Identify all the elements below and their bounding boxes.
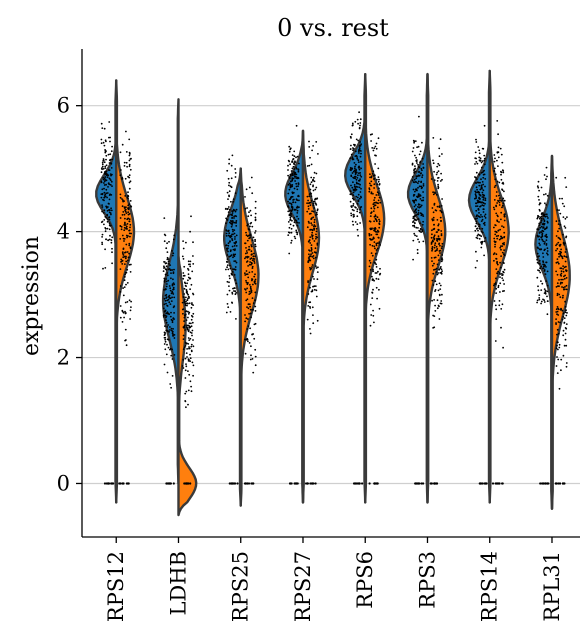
plot-frame xyxy=(81,49,580,538)
y-tick-label-4: 4 xyxy=(57,220,70,244)
y-tick-label-2: 2 xyxy=(57,346,70,370)
y-tick-label-6: 6 xyxy=(57,94,70,118)
x-tick-label-LDHB: LDHB xyxy=(166,551,190,616)
violin-RPS3-right xyxy=(426,72,447,504)
points-RPS25 xyxy=(224,154,257,485)
x-tick-label-RPS6: RPS6 xyxy=(353,551,377,609)
violins xyxy=(95,69,571,517)
points-RPS14 xyxy=(474,120,506,485)
violin-LDHB-right xyxy=(177,255,198,517)
violin-RPS27-right xyxy=(301,129,321,504)
violin-RPL31-left xyxy=(534,154,554,510)
points-RPS27 xyxy=(287,124,319,485)
chart-title: 0 vs. rest xyxy=(277,14,389,42)
violin-RPS12-right xyxy=(115,79,136,504)
x-tick-label-RPS14: RPS14 xyxy=(478,551,502,622)
violin-RPS3-left xyxy=(406,72,429,504)
violin-RPS14-right xyxy=(488,69,510,504)
points-RPS12 xyxy=(100,121,133,485)
violin-RPS6-right xyxy=(364,72,386,504)
points-RPS3 xyxy=(411,115,444,485)
violin-RPS6-left xyxy=(344,72,367,504)
points-RPL31 xyxy=(536,166,568,485)
points-RPS6 xyxy=(349,111,382,485)
x-axis: RPS12 LDHB RPS25 RPS27 RPS6 RPS3 RPS14 RPL31 xyxy=(104,537,564,622)
violin-RPS27-left xyxy=(284,129,305,504)
violin-RPS12-left xyxy=(95,79,118,504)
y-axis: 0 2 4 6 xyxy=(57,94,82,495)
strip-points xyxy=(100,111,568,485)
x-tick-label-RPS25: RPS25 xyxy=(229,551,253,622)
x-tick-label-RPS27: RPS27 xyxy=(291,551,315,622)
y-tick-label-0: 0 xyxy=(57,471,70,495)
violin-RPL31-right xyxy=(550,154,571,510)
points-LDHB xyxy=(162,215,195,485)
violin-RPS14-left xyxy=(467,69,491,504)
grid-lines xyxy=(82,105,580,485)
x-tick-label-RPS12: RPS12 xyxy=(104,551,128,622)
y-axis-label: expression xyxy=(19,236,44,356)
x-tick-label-RPL31: RPL31 xyxy=(540,551,564,622)
x-tick-label-RPS3: RPS3 xyxy=(415,551,439,609)
